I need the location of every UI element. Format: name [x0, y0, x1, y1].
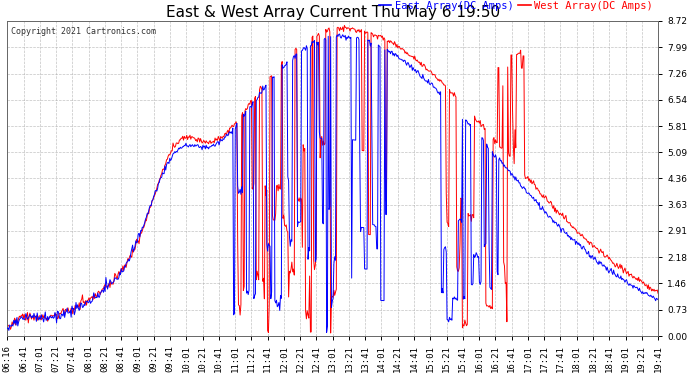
Title: East & West Array Current Thu May 6 19:50: East & West Array Current Thu May 6 19:5…: [166, 4, 500, 20]
Legend: East Array(DC Amps), West Array(DC Amps): East Array(DC Amps), West Array(DC Amps): [379, 1, 653, 10]
Text: Copyright 2021 Cartronics.com: Copyright 2021 Cartronics.com: [10, 27, 155, 36]
